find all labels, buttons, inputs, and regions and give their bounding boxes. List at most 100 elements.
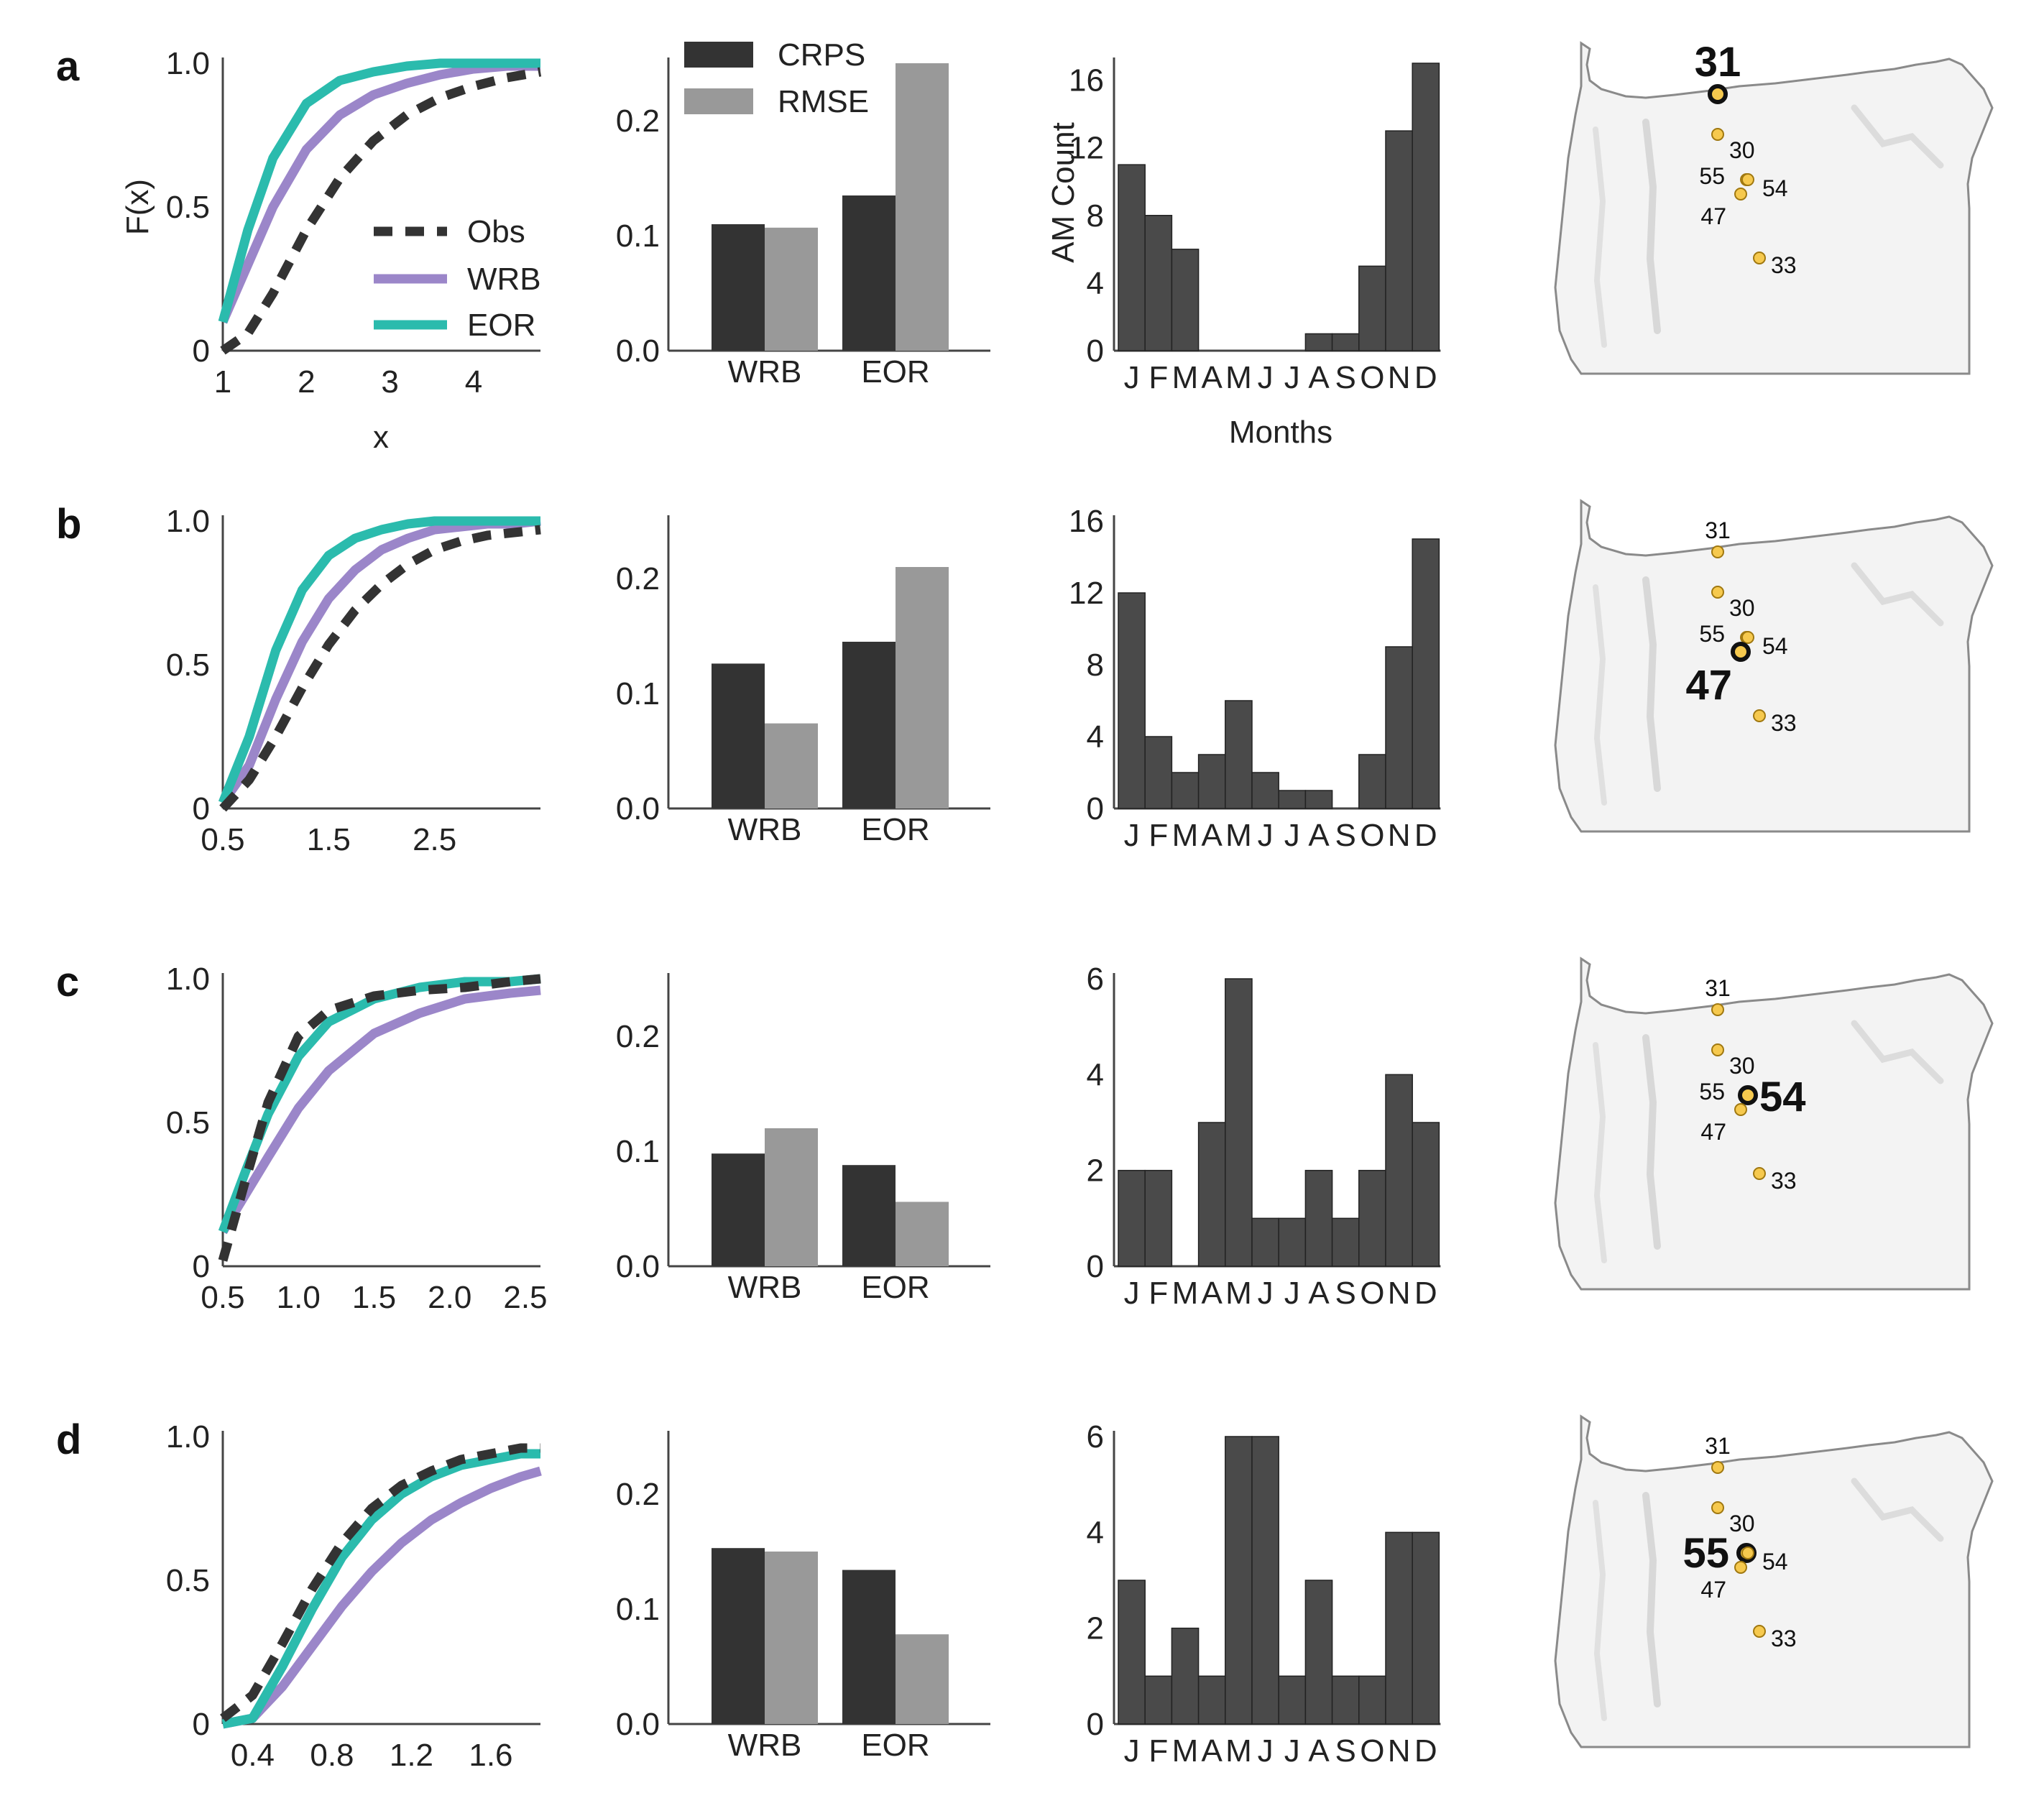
hist-bar-J: [1118, 592, 1146, 809]
bar-ytick-label: 0.0: [616, 1249, 660, 1284]
hist-ytick-label: 0: [1087, 1707, 1104, 1742]
hist-month-label: J: [1284, 818, 1300, 853]
bar-ytick-label: 0.1: [616, 1592, 660, 1627]
cdf-ytick-label: 0.5: [166, 1105, 210, 1140]
hist-month-label: A: [1202, 1276, 1223, 1311]
site-label-54: 54: [1759, 1074, 1806, 1120]
panel-letter: c: [56, 959, 79, 1005]
hist-bar-J: [1118, 164, 1146, 351]
bar-ytick-label: 0.1: [616, 218, 660, 254]
site-label-47: 47: [1700, 203, 1726, 229]
bar-crps-eor: [842, 1570, 896, 1724]
hist-bar-M: [1171, 772, 1200, 809]
site-marker-31: [1711, 545, 1724, 558]
bar-rmse-wrb: [765, 1552, 818, 1724]
hist-month-label: N: [1388, 360, 1411, 395]
site-label-30: 30: [1729, 137, 1755, 163]
hist-bar-O: [1358, 754, 1386, 809]
hist-month-label: M: [1225, 1276, 1252, 1311]
bar-category-label: WRB: [728, 1728, 802, 1763]
site-label-31: 31: [1705, 517, 1731, 543]
site-label-33: 33: [1771, 252, 1797, 278]
hist-bar-A: [1197, 754, 1226, 809]
bar-crps-eor: [842, 642, 896, 808]
cdf-plot: 0 0.5 1.0 1 2 3 4 F(x) x Obs WRB EOR: [120, 46, 542, 455]
hist-bar-J: [1278, 790, 1307, 809]
bar-rmse-eor: [896, 567, 949, 808]
cdf-xtick-label: 2.5: [413, 822, 456, 857]
site-label-54: 54: [1762, 1549, 1788, 1575]
site-marker-47: [1734, 1561, 1747, 1574]
legend-label-wrb: WRB: [467, 262, 541, 297]
metric-bar-plot: 0.0 0.1 0.2 WRB EOR: [616, 515, 990, 847]
hist-bar-D: [1412, 63, 1440, 351]
site-marker-54: [1741, 1547, 1754, 1559]
hist-month-label: A: [1202, 1733, 1223, 1769]
cdf-line-eor: [221, 1449, 540, 1729]
cdf-x-label: x: [373, 420, 389, 455]
hist-ytick-label: 8: [1087, 647, 1104, 683]
hist-ytick-label: 4: [1087, 266, 1104, 301]
cdf-xtick-label: 1.2: [390, 1738, 433, 1773]
hist-ytick-label: 4: [1087, 1515, 1104, 1550]
cdf-line-obs: [218, 974, 541, 1262]
site-label-30: 30: [1729, 1511, 1755, 1536]
hist-month-label: J: [1124, 1276, 1140, 1311]
bar-category-label: EOR: [861, 354, 929, 390]
hist-ytick-label: 12: [1069, 576, 1104, 611]
hist-month-label: S: [1335, 360, 1356, 395]
cdf-ytick-label: 1.0: [166, 46, 210, 81]
hist-month-label: A: [1202, 818, 1223, 853]
hist-bar-M: [1225, 978, 1253, 1267]
cdf-line-wrb: [221, 1466, 542, 1729]
hist-month-label: F: [1148, 818, 1168, 853]
site-label-47: 47: [1700, 1119, 1726, 1145]
hist-month-label: N: [1388, 1276, 1411, 1311]
hist-bar-S: [1331, 1217, 1360, 1267]
oregon-outline: [1554, 957, 1994, 1291]
hist-month-label: O: [1360, 360, 1384, 395]
cdf-xtick-label: 0.8: [310, 1738, 354, 1773]
terrain-ridge: [1642, 1034, 1661, 1250]
hist-month-label: J: [1284, 1733, 1300, 1769]
hist-bar-J: [1251, 1217, 1279, 1267]
hist-bar-S: [1331, 1675, 1360, 1725]
hist-ytick-label: 0: [1087, 791, 1104, 826]
site-marker-33: [1753, 252, 1766, 264]
legend-label-eor: EOR: [467, 308, 535, 343]
legend-swatch-crps: [684, 42, 753, 68]
hist-ytick-label: 6: [1087, 962, 1104, 997]
cdf-ytick-label: 1.0: [166, 504, 210, 539]
cdf-line-eor: [218, 516, 540, 805]
cdf-xtick-label: 2: [298, 364, 315, 400]
hist-bar-A: [1304, 1580, 1333, 1725]
site-marker-33: [1753, 1625, 1766, 1638]
cdf-ytick-label: 0.5: [166, 190, 210, 225]
legend-label-rmse: RMSE: [778, 84, 869, 119]
hist-y-label: AM Count: [1046, 122, 1081, 263]
hist-ytick-label: 12: [1069, 131, 1104, 166]
hist-bar-F: [1144, 1169, 1173, 1267]
hist-month-label: M: [1225, 818, 1252, 853]
hist-month-label: D: [1414, 360, 1437, 395]
terrain-ridge: [1642, 576, 1661, 792]
terrain-ridge: [1593, 126, 1607, 348]
cdf-line-obs: [220, 67, 542, 355]
cdf-xtick-label: 2.0: [428, 1280, 471, 1315]
hist-bar-J: [1278, 1675, 1307, 1725]
cdf-line-wrb: [218, 61, 540, 324]
metric-bar-plot: 0.0 0.1 0.2 WRB EOR CRPS RMSE: [616, 37, 990, 390]
bar-crps-wrb: [712, 663, 765, 808]
hist-month-label: D: [1414, 1733, 1437, 1769]
hist-bar-S: [1331, 333, 1360, 351]
cdf-xtick-label: 3: [381, 364, 398, 400]
bar-ytick-label: 0.2: [616, 1477, 660, 1512]
oregon-outline: [1554, 41, 1994, 375]
hist-bar-O: [1358, 265, 1386, 351]
